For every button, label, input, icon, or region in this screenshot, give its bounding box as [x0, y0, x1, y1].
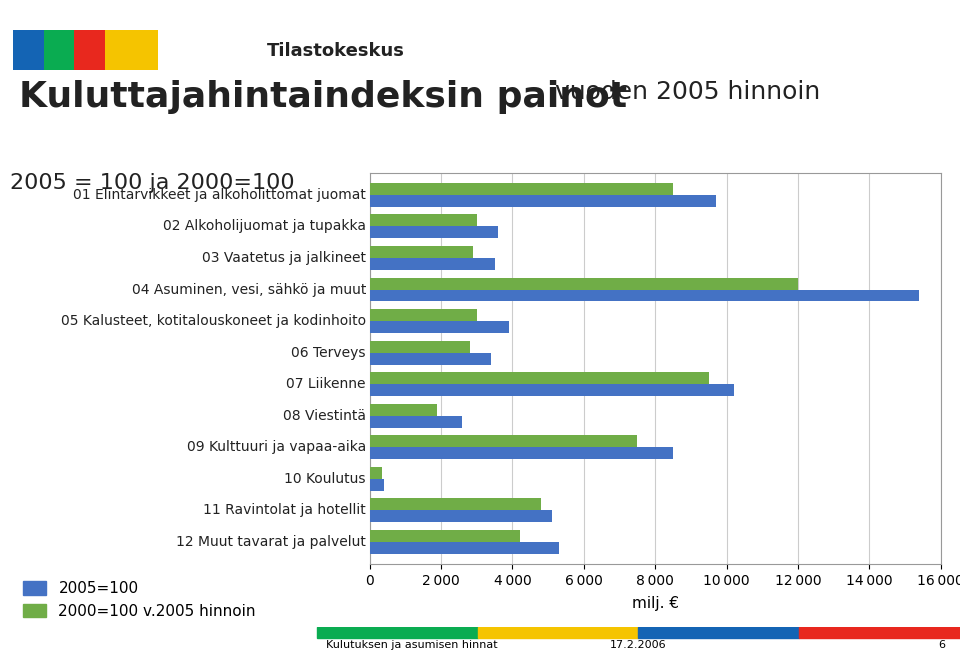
Text: 11 Ravintolat ja hotellit: 11 Ravintolat ja hotellit [204, 503, 366, 517]
Bar [370, 321, 509, 333]
Bar [370, 309, 477, 321]
Text: 01 Elintarvikkeet ja alkoholittomat juomat: 01 Elintarvikkeet ja alkoholittomat juom… [73, 188, 366, 202]
Bar [370, 436, 637, 447]
Text: 02 Alkoholijuomat ja tupakka: 02 Alkoholijuomat ja tupakka [163, 220, 366, 233]
FancyBboxPatch shape [105, 30, 158, 70]
Bar [370, 416, 463, 428]
Bar [370, 447, 673, 459]
Bar [370, 340, 469, 353]
Bar [370, 479, 384, 491]
FancyBboxPatch shape [44, 30, 98, 70]
Text: Tilastokeskus: Tilastokeskus [267, 42, 405, 59]
Text: 06 Terveys: 06 Terveys [292, 346, 366, 360]
Bar [638, 627, 799, 638]
Text: 05 Kalusteet, kotitalouskoneet ja kodinhoito: 05 Kalusteet, kotitalouskoneet ja kodinh… [60, 314, 366, 328]
Bar [370, 542, 559, 554]
Bar [370, 226, 498, 239]
Bar [370, 278, 798, 289]
Bar [370, 372, 708, 384]
Text: 2005 = 100 ja 2000=100: 2005 = 100 ja 2000=100 [10, 173, 294, 193]
Text: 6: 6 [939, 640, 946, 649]
Text: 10 Koulutus: 10 Koulutus [284, 472, 366, 486]
Bar [370, 384, 733, 396]
Bar [370, 195, 716, 207]
FancyBboxPatch shape [74, 30, 128, 70]
Text: 12 Muut tavarat ja palvelut: 12 Muut tavarat ja palvelut [176, 535, 366, 549]
Text: Kuluttajahintaindeksin painot: Kuluttajahintaindeksin painot [19, 80, 627, 114]
Text: Kulutuksen ja asumisen hinnat: Kulutuksen ja asumisen hinnat [326, 640, 498, 649]
Bar [478, 627, 638, 638]
Bar [370, 498, 541, 511]
Bar [799, 627, 960, 638]
Bar [370, 258, 494, 270]
Bar [370, 183, 673, 195]
Text: 03 Vaatetus ja jalkineet: 03 Vaatetus ja jalkineet [202, 251, 366, 265]
Bar [370, 511, 552, 522]
Bar [370, 289, 920, 301]
Bar [370, 246, 473, 258]
Text: 07 Liikenne: 07 Liikenne [286, 377, 366, 391]
Bar [370, 530, 519, 542]
Legend: 2005=100, 2000=100 v.2005 hinnoin: 2005=100, 2000=100 v.2005 hinnoin [17, 575, 262, 625]
Text: vuoden 2005 hinnoin: vuoden 2005 hinnoin [546, 80, 820, 104]
Text: 17.2.2006: 17.2.2006 [611, 640, 666, 649]
Bar [370, 404, 438, 416]
Bar [370, 467, 382, 479]
Bar [370, 215, 477, 226]
FancyBboxPatch shape [13, 30, 67, 70]
Bar [370, 353, 491, 364]
Bar [317, 627, 478, 638]
Text: 09 Kulttuuri ja vapaa-aika: 09 Kulttuuri ja vapaa-aika [186, 440, 366, 454]
Text: 04 Asuminen, vesi, sähkö ja muut: 04 Asuminen, vesi, sähkö ja muut [132, 282, 366, 297]
Text: 08 Viestintä: 08 Viestintä [283, 409, 366, 422]
X-axis label: milj. €: milj. € [632, 596, 679, 611]
